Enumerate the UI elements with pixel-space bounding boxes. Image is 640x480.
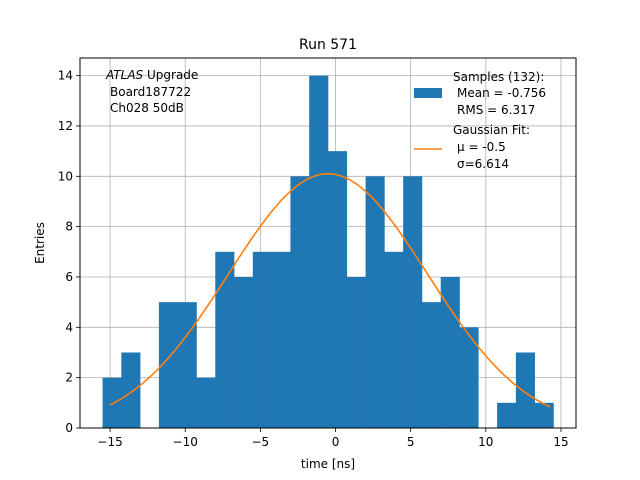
legend-fit-sigma: σ=6.614 <box>457 157 509 171</box>
legend-samples-title: Samples (132): <box>453 70 544 84</box>
experiment-name: ATLAS <box>105 68 144 82</box>
gaussian-fit-curve <box>109 172 551 408</box>
x-axis: −15 −10 −5 0 5 10 15 <box>97 428 569 449</box>
histogram-bar <box>177 302 197 428</box>
histogram-bars <box>102 75 554 428</box>
y-tick-label: 0 <box>65 421 73 435</box>
y-axis: 0 2 4 6 8 10 12 14 <box>58 69 80 435</box>
y-tick-label: 6 <box>65 270 73 284</box>
histogram-bar <box>365 176 385 428</box>
legend-samples-mean: Mean = -0.756 <box>457 86 546 100</box>
x-axis-label: time [ns] <box>301 457 355 471</box>
chart-title: Run 571 <box>299 37 357 53</box>
histogram-bar <box>271 251 291 428</box>
x-tick-label: 10 <box>478 435 493 449</box>
legend: Samples (132): Mean = -0.756 RMS = 6.317… <box>414 70 546 171</box>
histogram-bar <box>459 327 479 428</box>
x-tick-label: −5 <box>252 435 270 449</box>
histogram-bar <box>421 302 442 428</box>
legend-samples-swatch <box>414 88 442 98</box>
histogram-bar <box>384 251 404 428</box>
histogram-bar <box>102 377 122 428</box>
histogram-bar <box>158 302 178 428</box>
histogram-bar <box>215 251 235 428</box>
board-label: Board187722 <box>110 85 191 99</box>
histogram-bar <box>196 377 216 428</box>
y-tick-label: 10 <box>58 169 73 183</box>
histogram-bar <box>534 402 554 428</box>
histogram-bar <box>515 352 535 428</box>
y-tick-label: 12 <box>58 119 73 133</box>
plot-frame <box>79 57 577 429</box>
legend-samples-rms: RMS = 6.317 <box>457 103 535 117</box>
experiment-label: ATLAS Upgrade <box>105 68 198 82</box>
histogram-bar <box>346 276 366 428</box>
y-tick-label: 8 <box>65 220 73 234</box>
y-tick-label: 4 <box>65 320 73 334</box>
legend-fit-title: Gaussian Fit: <box>453 123 530 137</box>
legend-fit-mu: μ = -0.5 <box>457 140 506 154</box>
channel-label: Ch028 50dB <box>110 101 184 115</box>
x-tick-label: 0 <box>332 435 340 449</box>
x-tick-label: −10 <box>173 435 198 449</box>
y-axis-label: Entries <box>33 222 47 264</box>
experiment-suffix: Upgrade <box>143 68 198 82</box>
histogram-bar <box>234 276 254 428</box>
histogram-bar <box>497 402 517 428</box>
experiment-annotation: ATLAS Upgrade Board187722 Ch028 50dB <box>105 68 198 115</box>
histogram-bar <box>328 151 348 428</box>
x-tick-label: 5 <box>407 435 415 449</box>
histogram-bar <box>403 176 423 428</box>
histogram-bar <box>290 176 310 428</box>
histogram-bar <box>121 352 141 428</box>
x-tick-label: 15 <box>553 435 568 449</box>
x-tick-label: −15 <box>97 435 122 449</box>
histogram-bar <box>309 75 329 428</box>
y-tick-label: 2 <box>65 371 73 385</box>
y-tick-label: 14 <box>58 69 73 83</box>
histogram-bar <box>252 251 272 428</box>
